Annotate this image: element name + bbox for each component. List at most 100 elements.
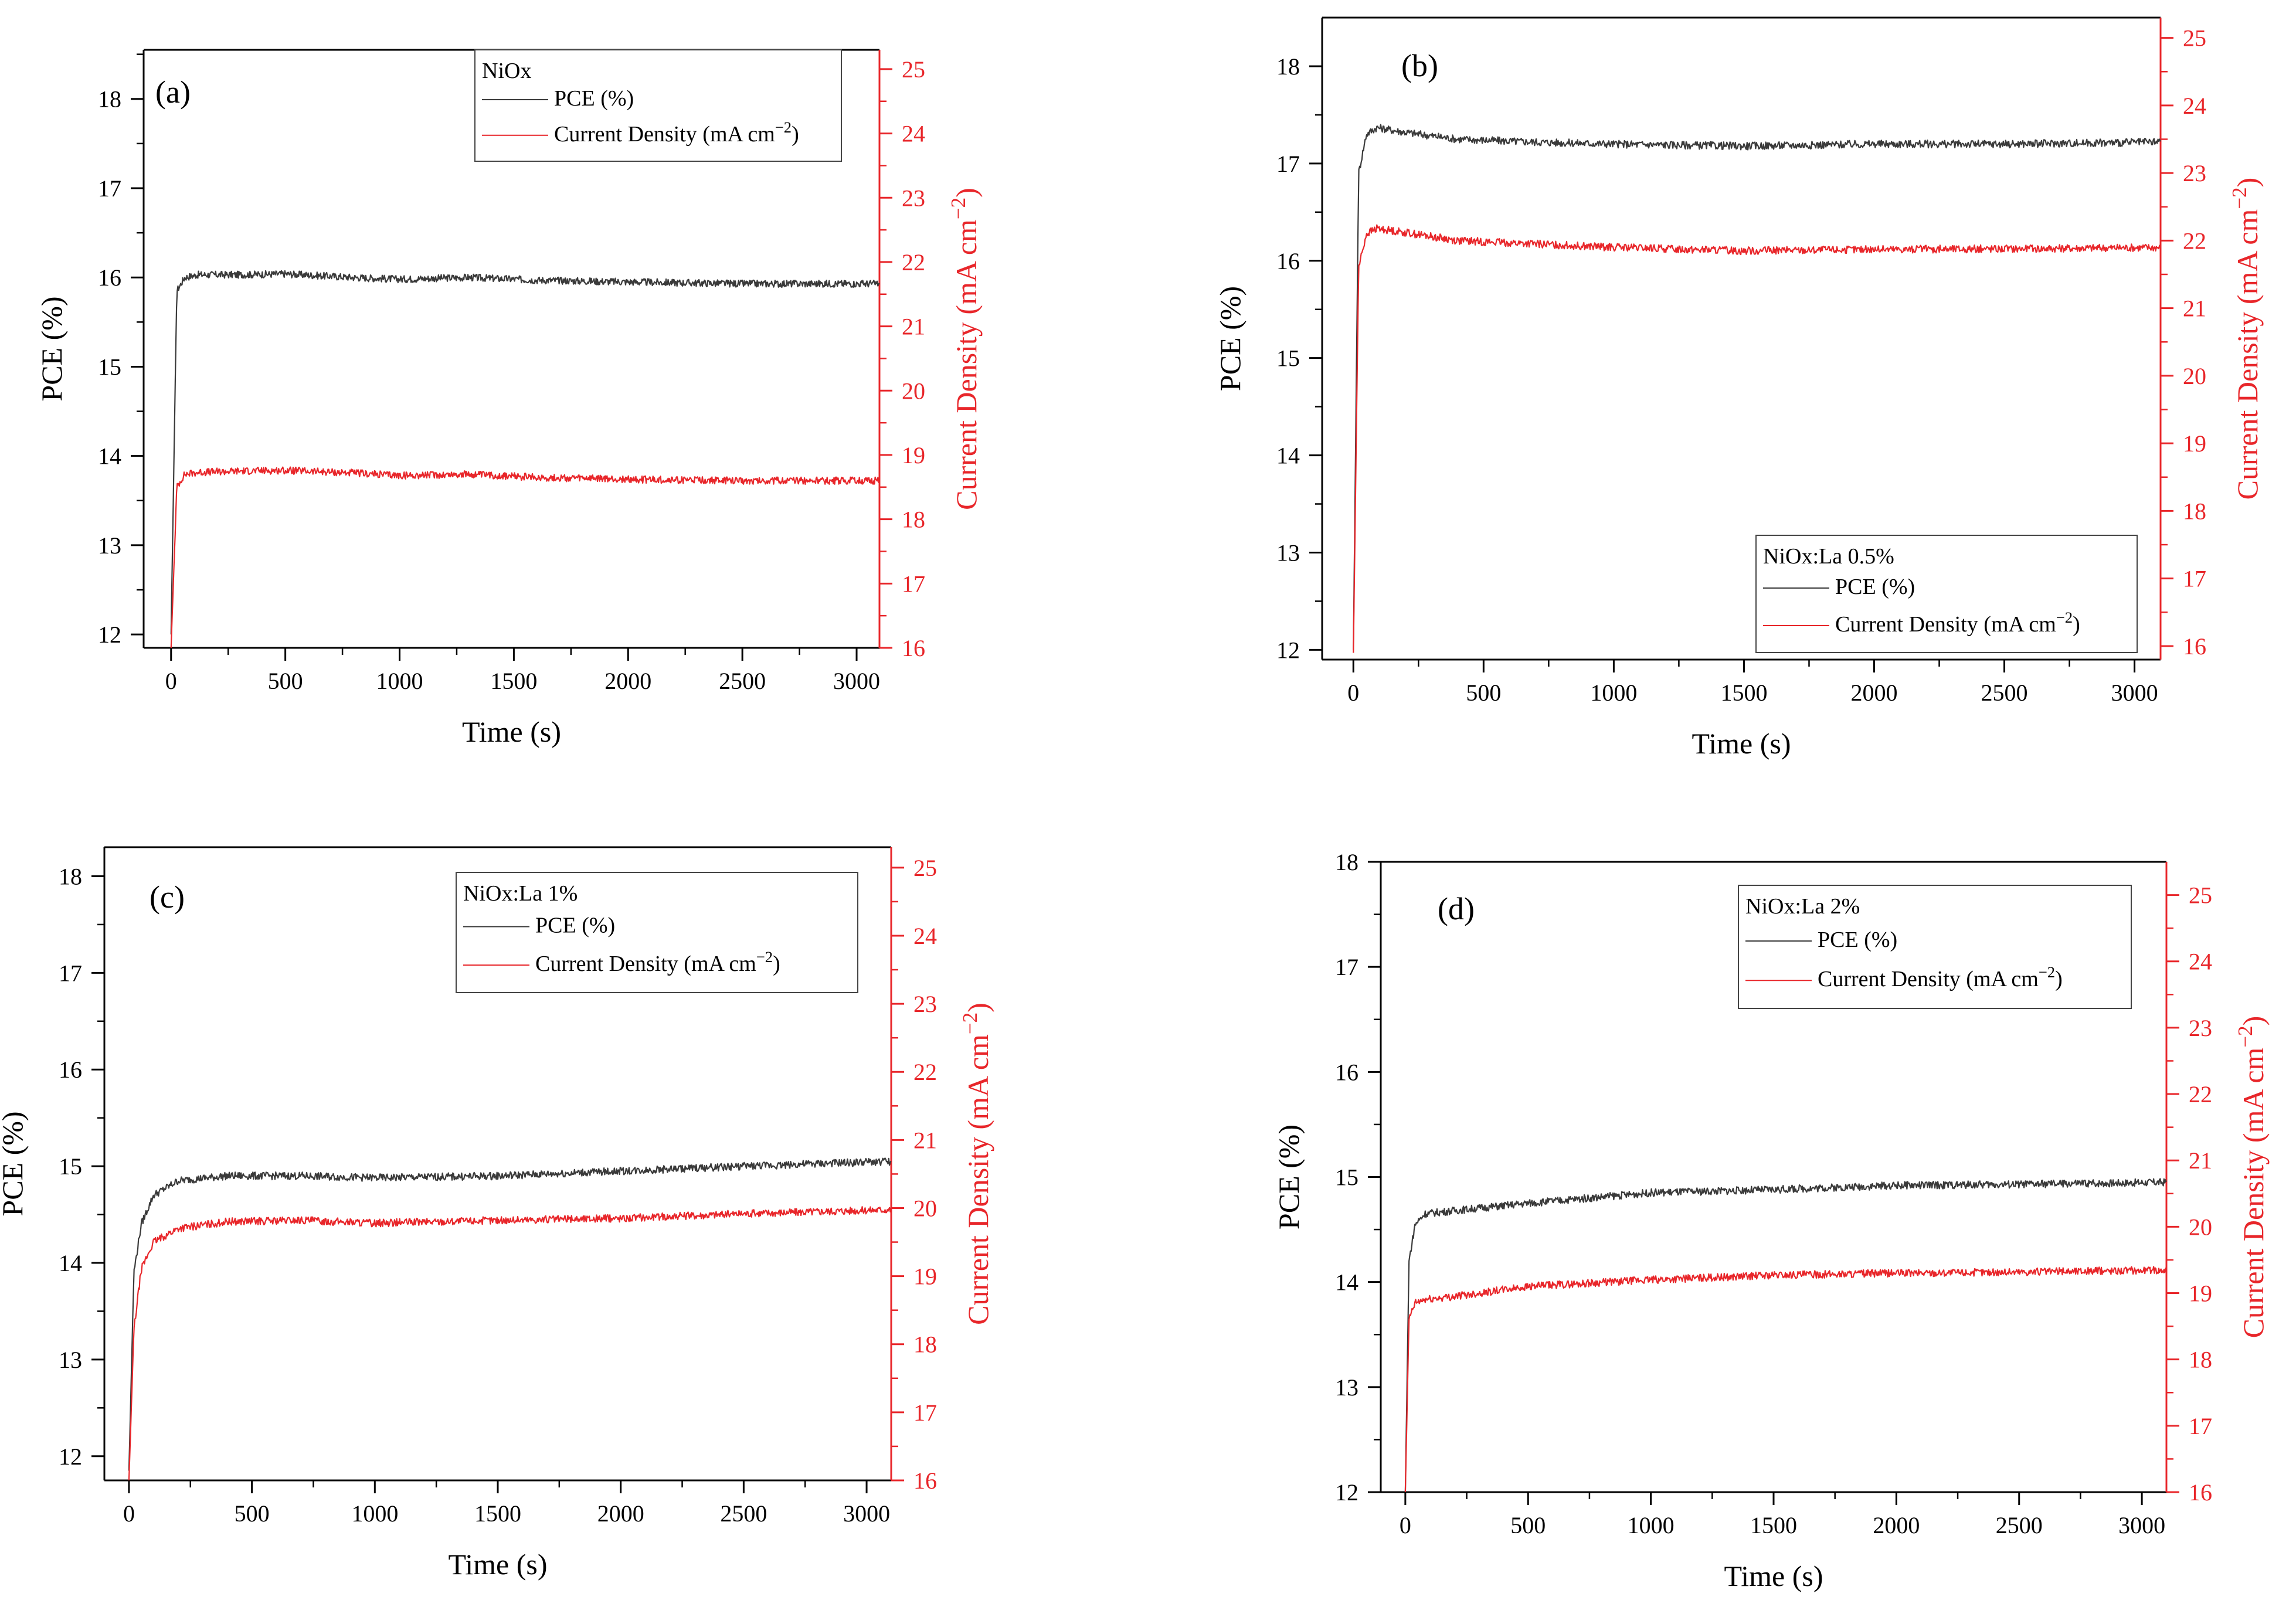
y-left-tick-label: 17 xyxy=(59,960,82,986)
y-left-tick-label: 16 xyxy=(59,1057,82,1083)
y-right-tick-label: 23 xyxy=(2183,160,2206,186)
x-tick-label: 3000 xyxy=(843,1500,890,1527)
y-left-tick-label: 17 xyxy=(1335,954,1358,980)
legend: NiOx:La 2% PCE (%) Current Density (mA cm−… xyxy=(1738,885,2132,1009)
y-left-axis-title: PCE (%) xyxy=(0,1111,29,1216)
x-tick-label: 2000 xyxy=(1873,1512,1920,1538)
x-tick-label: 1500 xyxy=(474,1500,521,1527)
legend-title: NiOx:La 1% xyxy=(463,881,578,906)
legend-box xyxy=(1755,535,2138,653)
panel-label: (a) xyxy=(155,74,191,110)
y-right-tick-label: 20 xyxy=(913,1195,937,1221)
y-right-tick-label: 17 xyxy=(2183,566,2206,592)
y-right-tick-label: 17 xyxy=(913,1399,937,1426)
y-right-tick-label: 24 xyxy=(913,923,937,949)
legend-current-label: Current Density (mA cm−2) xyxy=(1835,609,2080,637)
y-right-tick-label: 24 xyxy=(902,121,925,147)
x-axis-title: Time (s) xyxy=(448,1548,547,1581)
y-left-tick-label: 16 xyxy=(1335,1059,1358,1085)
panel-label: (d) xyxy=(1438,891,1475,926)
y-right-tick-label: 20 xyxy=(2183,363,2206,389)
x-tick-label: 500 xyxy=(268,668,303,694)
y-right-tick-label: 18 xyxy=(2183,498,2206,524)
panels: 0 500 1000 1500 2000 2500 3000 12 13 14 15 16 17 18 16… xyxy=(0,16,2270,1592)
current-density-series-line xyxy=(1353,224,2161,653)
y-right-tick-label: 24 xyxy=(2189,949,2212,975)
x-tick-label: 1000 xyxy=(1590,680,1637,706)
legend-current-label: Current Density (mA cm−2) xyxy=(554,118,799,147)
x-tick-label: 2500 xyxy=(1996,1512,2043,1538)
y-right-axis-title: Current Density (mA cm−2) xyxy=(947,188,983,510)
pce-series-line xyxy=(170,270,880,635)
y-left-tick-label: 17 xyxy=(1276,151,1300,177)
x-tick-label: 2500 xyxy=(720,1500,767,1527)
y-right-tick-label: 19 xyxy=(2183,430,2206,457)
legend-box xyxy=(474,49,842,162)
legend-title: NiOx:La 2% xyxy=(1745,894,1860,919)
current-density-series-line xyxy=(170,466,880,648)
y-right-tick-label: 16 xyxy=(902,635,925,661)
y-right-tick-label: 19 xyxy=(902,442,925,468)
legend-pce-label: PCE (%) xyxy=(1835,575,1915,599)
x-tick-label: 3000 xyxy=(2118,1512,2165,1538)
x-tick-label: 1500 xyxy=(1750,1512,1797,1538)
y-right-tick-label: 17 xyxy=(2189,1413,2212,1439)
panel-b: 0 500 1000 1500 2000 2500 3000 12 13 14 15 16 17 18 16… xyxy=(1214,16,2264,760)
y-right-tick-label: 25 xyxy=(913,855,937,881)
y-left-tick-label: 12 xyxy=(1335,1479,1358,1506)
y-left-tick-label: 13 xyxy=(59,1347,82,1373)
x-tick-label: 1500 xyxy=(1720,680,1767,706)
y-right-tick-label: 22 xyxy=(2189,1081,2212,1108)
legend: NiOx:La 0.5% PCE (%) Current Density (mA c… xyxy=(1755,535,2138,653)
x-axis-title: Time (s) xyxy=(1724,1560,1823,1592)
y-right-tick-label: 21 xyxy=(2189,1147,2212,1174)
x-tick-label: 0 xyxy=(165,668,177,694)
pce-series-line xyxy=(1353,124,2161,650)
y-left-tick-label: 18 xyxy=(59,863,82,889)
x-tick-label: 1000 xyxy=(376,668,423,694)
y-left-tick-label: 14 xyxy=(1276,443,1300,469)
y-left-tick-label: 18 xyxy=(1335,849,1358,875)
y-left-tick-label: 15 xyxy=(1335,1164,1358,1191)
y-right-tick-label: 25 xyxy=(2189,882,2212,909)
legend: NiOx PCE (%) Current Density (mA cm−2) xyxy=(474,49,842,162)
x-tick-label: 2500 xyxy=(719,668,766,694)
legend-title: NiOx:La 0.5% xyxy=(1763,544,1894,569)
y-right-tick-label: 22 xyxy=(913,1059,937,1085)
y-right-tick-label: 20 xyxy=(902,378,925,404)
y-left-axis-title: PCE (%) xyxy=(35,296,68,401)
x-tick-label: 1500 xyxy=(490,668,537,694)
y-left-tick-label: 18 xyxy=(1276,53,1300,80)
x-tick-label: 3000 xyxy=(833,668,880,694)
y-left-tick-label: 14 xyxy=(1335,1269,1358,1296)
legend: NiOx:La 1% PCE (%) Current Density (mA cm−… xyxy=(456,872,858,993)
legend-pce-label: PCE (%) xyxy=(554,86,634,111)
x-tick-label: 3000 xyxy=(2111,680,2158,706)
y-right-tick-label: 23 xyxy=(913,991,937,1017)
legend-current-label: Current Density (mA cm−2) xyxy=(535,948,780,976)
pce-series-line xyxy=(1404,1178,2167,1493)
y-left-tick-label: 16 xyxy=(98,264,121,291)
x-axis-title: Time (s) xyxy=(462,715,561,748)
y-left-tick-label: 15 xyxy=(98,354,121,380)
y-right-tick-label: 18 xyxy=(2189,1347,2212,1373)
y-left-tick-label: 12 xyxy=(98,621,121,648)
y-right-tick-label: 19 xyxy=(2189,1280,2212,1307)
y-left-axis-title: PCE (%) xyxy=(1214,286,1247,391)
y-right-tick-label: 20 xyxy=(2189,1214,2212,1240)
y-left-tick-label: 13 xyxy=(98,532,121,559)
x-tick-label: 500 xyxy=(235,1500,270,1527)
x-axis-title: Time (s) xyxy=(1692,727,1791,760)
x-tick-label: 0 xyxy=(123,1500,135,1527)
y-right-tick-label: 23 xyxy=(2189,1015,2212,1041)
y-right-tick-label: 22 xyxy=(2183,227,2206,254)
y-right-tick-label: 16 xyxy=(2189,1479,2212,1506)
y-right-tick-label: 21 xyxy=(913,1127,937,1153)
legend-current-label: Current Density (mA cm−2) xyxy=(1818,963,2063,991)
pce-series-line xyxy=(128,1157,892,1471)
y-left-tick-label: 15 xyxy=(1276,345,1300,372)
y-right-tick-label: 24 xyxy=(2183,93,2206,119)
y-right-tick-label: 23 xyxy=(902,185,925,211)
y-left-tick-label: 13 xyxy=(1276,540,1300,566)
